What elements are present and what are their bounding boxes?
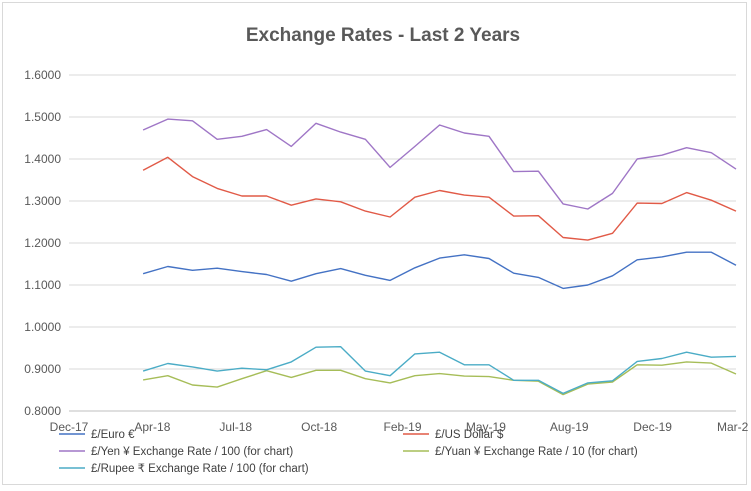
series-lines — [142, 118, 737, 396]
y-tick-label: 1.5000 — [24, 110, 61, 124]
legend-label: £/Yen ¥ Exchange Rate / 100 (for chart) — [91, 446, 293, 458]
x-tick-label: Feb-19 — [383, 420, 421, 434]
legend-label: £/Euro € — [91, 429, 135, 441]
x-axis-ticks: Dec-17 Apr-18 Jul-18 Oct-18 Feb-19 May-19 Aug-… — [50, 420, 751, 434]
legend-label: £/Yuan ¥ Exchange Rate / 10 (for chart) — [435, 446, 638, 458]
y-tick-label: 1.0000 — [24, 320, 61, 334]
y-tick-label: 1.6000 — [24, 68, 61, 82]
x-tick-label: Aug-19 — [550, 420, 589, 434]
series-line-1 — [142, 251, 737, 290]
y-tick-label: 1.4000 — [24, 152, 61, 166]
y-axis-ticks: 0.8000 0.9000 1.0000 1.1000 1.2000 1.3000 1.40… — [24, 68, 61, 418]
x-tick-label: Dec-17 — [50, 420, 89, 434]
gridlines — [69, 74, 736, 412]
legend: £/Euro € £/US Dollar $ £/Yen ¥ Exchange Ra… — [59, 429, 638, 475]
series-line-5 — [142, 346, 737, 395]
y-tick-label: 1.1000 — [24, 278, 61, 292]
y-tick-label: 0.9000 — [24, 362, 61, 376]
chart-title: Exchange Rates - Last 2 Years — [246, 25, 520, 46]
series-line-2 — [142, 156, 737, 241]
x-tick-label: Dec-19 — [633, 420, 672, 434]
exchange-rate-chart: Exchange Rates - Last 2 Years 0.8000 0.90… — [24, 25, 751, 475]
y-tick-label: 1.3000 — [24, 194, 61, 208]
series-line-4 — [142, 361, 737, 396]
x-tick-label: Oct-18 — [301, 420, 337, 434]
x-tick-label: Apr-18 — [134, 420, 170, 434]
x-tick-label: Mar-20 — [717, 420, 748, 434]
y-tick-label: 1.2000 — [24, 236, 61, 250]
y-tick-label: 0.8000 — [24, 404, 61, 418]
series-line-3 — [142, 118, 737, 210]
x-tick-label: May-19 — [466, 420, 506, 434]
legend-label: £/Rupee ₹ Exchange Rate / 100 (for chart… — [91, 463, 309, 475]
x-tick-label: Jul-18 — [219, 420, 252, 434]
legend-label: £/US Dollar $ — [435, 429, 504, 441]
